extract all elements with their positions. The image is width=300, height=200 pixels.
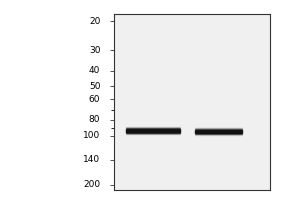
Text: 50: 50 <box>89 82 100 91</box>
Text: 100: 100 <box>83 131 100 140</box>
Text: 60: 60 <box>89 95 100 104</box>
Text: 200: 200 <box>83 180 100 189</box>
Text: 140: 140 <box>83 155 100 164</box>
Text: 20: 20 <box>89 17 100 26</box>
Text: 40: 40 <box>89 66 100 75</box>
Text: 80: 80 <box>89 115 100 124</box>
Text: 30: 30 <box>89 46 100 55</box>
